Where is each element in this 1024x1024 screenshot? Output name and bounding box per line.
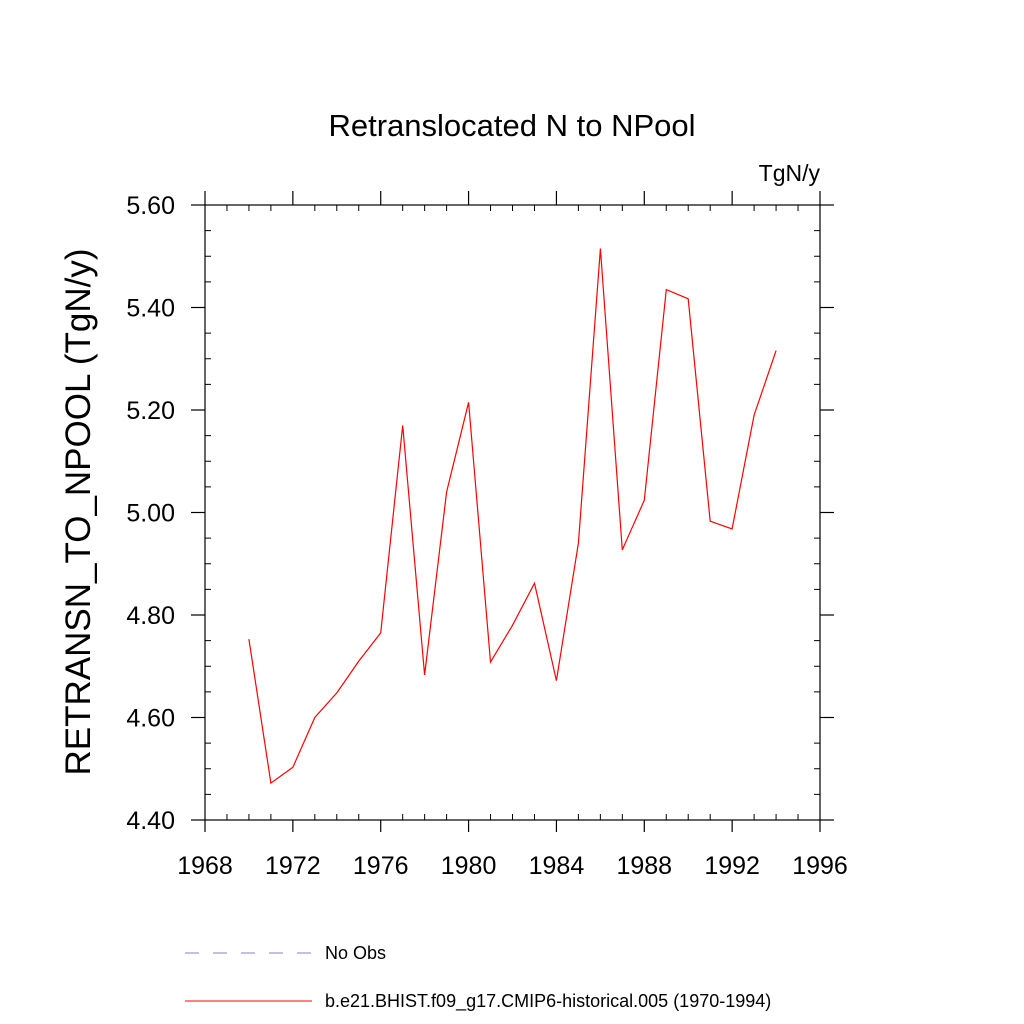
legend-label-no-obs: No Obs [325,943,386,963]
y-tick-label: 5.20 [126,397,175,425]
x-tick-label: 1976 [353,852,409,880]
y-tick-label: 4.60 [126,705,175,733]
x-tick-label: 1996 [792,852,848,880]
x-tick-label: 1980 [441,852,497,880]
series-line [248,248,777,785]
legend: No Obs b.e21.BHIST.f09_g17.CMIP6-histori… [185,943,771,1012]
tick-labels: 1968 1972 1976 1980 1984 1988 1992 1996 4.40 4.60… [126,192,847,880]
x-tick-label: 1968 [177,852,233,880]
x-tick-label: 1992 [704,852,760,880]
chart-title: Retranslocated N to NPool [328,108,695,143]
x-tick-label: 1972 [265,852,321,880]
y-tick-label: 5.00 [126,500,175,528]
series-layer [248,248,777,785]
legend-label-model: b.e21.BHIST.f09_g17.CMIP6-historical.005… [325,991,771,1012]
y-tick-label: 4.80 [126,602,175,630]
x-tick-label: 1984 [529,852,585,880]
y-axis-label: RETRANSN_TO_NPOOL (TgN/y) [59,248,98,775]
units-label: TgN/y [759,160,821,186]
y-tick-label: 5.40 [126,295,175,323]
y-tick-label: 5.60 [126,192,175,220]
y-tick-label: 4.40 [126,807,175,835]
x-tick-label: 1988 [616,852,672,880]
ticks [191,191,834,832]
plot-frame [204,204,821,821]
